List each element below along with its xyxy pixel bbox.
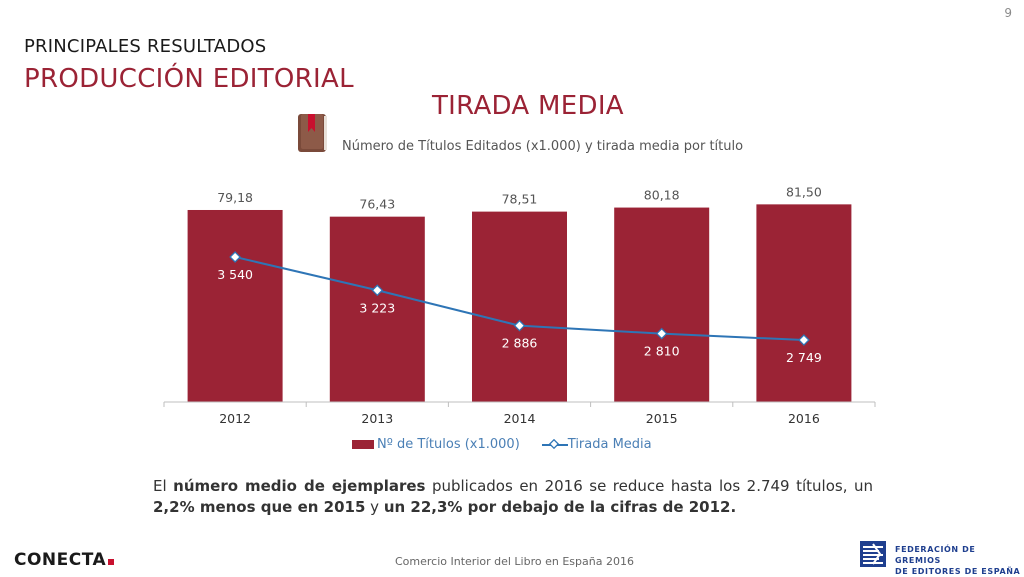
chart: 79,18 2012 76,43 2013 78,51 2014 80,18 2015 81,5… — [163, 184, 876, 426]
line-value-label: 3 223 — [359, 300, 395, 315]
federation-name: FEDERACIÓN DE GREMIOS DE EDITORES DE ESP… — [895, 544, 1024, 577]
federation-name-line-1: FEDERACIÓN DE GREMIOS — [895, 545, 976, 565]
line-value-label: 2 749 — [786, 350, 822, 365]
book-icon — [298, 114, 327, 152]
line-point-tirada-2015 — [655, 327, 668, 340]
federation-emblem-icon — [860, 541, 886, 567]
bar-value-label: 78,51 — [502, 192, 538, 207]
legend-swatch-titulos — [352, 440, 374, 449]
summary-part-2: publicados en 2016 se reduce hasta los 2… — [425, 477, 874, 495]
chart-title: TIRADA MEDIA — [432, 91, 624, 121]
x-tick-label: 2014 — [504, 411, 536, 426]
summary-text: El número medio de ejemplares publicados… — [153, 476, 873, 518]
x-tick-label: 2016 — [788, 411, 820, 426]
section-label: PRINCIPALES RESULTADOS — [24, 36, 267, 57]
page-number: 9 — [1004, 6, 1012, 20]
bar-value-label: 80,18 — [644, 188, 680, 203]
x-tick-label: 2013 — [361, 411, 393, 426]
bar-titulos-2013 — [329, 216, 425, 402]
bar-value-label: 76,43 — [359, 197, 395, 212]
bar-titulos-2012 — [187, 209, 283, 402]
bar-titulos-2014 — [472, 211, 567, 402]
line-point-tirada-2014 — [513, 319, 526, 332]
page-title: PRODUCCIÓN EDITORIAL — [24, 64, 354, 94]
legend-swatch-tirada — [541, 438, 568, 449]
summary-part-1: El — [153, 477, 174, 495]
chart-legend: Nº de Títulos (x1.000) Tirada Media — [352, 437, 674, 452]
bar-titulos-2015 — [614, 207, 710, 402]
legend-label-tirada: Tirada Media — [567, 437, 652, 452]
line-value-label: 2 886 — [502, 336, 538, 351]
bar-value-label: 79,18 — [217, 190, 253, 205]
bar-titulos-2016 — [756, 204, 852, 402]
conecta-logo-dot — [108, 559, 115, 565]
x-tick-label: 2012 — [219, 411, 251, 426]
bar-value-label: 81,50 — [786, 184, 822, 199]
summary-part-3: y — [365, 498, 384, 516]
legend-item-tirada: Tirada Media — [541, 437, 652, 452]
summary-bold-2: 2,2% menos que en 2015 — [153, 498, 366, 516]
line-value-label: 2 810 — [644, 344, 680, 359]
conecta-logo: CONECTA — [14, 550, 115, 570]
footer-source: Comercio Interior del Libro en España 20… — [395, 555, 634, 568]
summary-bold-3: un 22,3% por debajo de la cifras de 2012… — [383, 498, 737, 516]
federation-name-line-2: DE EDITORES DE ESPAÑA — [895, 567, 1021, 576]
line-point-tirada-2012 — [229, 251, 241, 263]
summary-bold-1: número medio de ejemplares — [173, 477, 426, 495]
legend-label-titulos: Nº de Títulos (x1.000) — [377, 437, 520, 452]
conecta-logo-text: CONECTA — [14, 550, 107, 570]
x-tick-label: 2015 — [646, 411, 678, 426]
line-point-tirada-2013 — [371, 284, 384, 297]
chart-subtitle: Número de Títulos Editados (x1.000) y ti… — [342, 139, 744, 154]
line-value-label: 3 540 — [217, 267, 253, 282]
legend-item-titulos: Nº de Títulos (x1.000) — [352, 437, 520, 452]
line-point-tirada-2016 — [798, 334, 810, 346]
